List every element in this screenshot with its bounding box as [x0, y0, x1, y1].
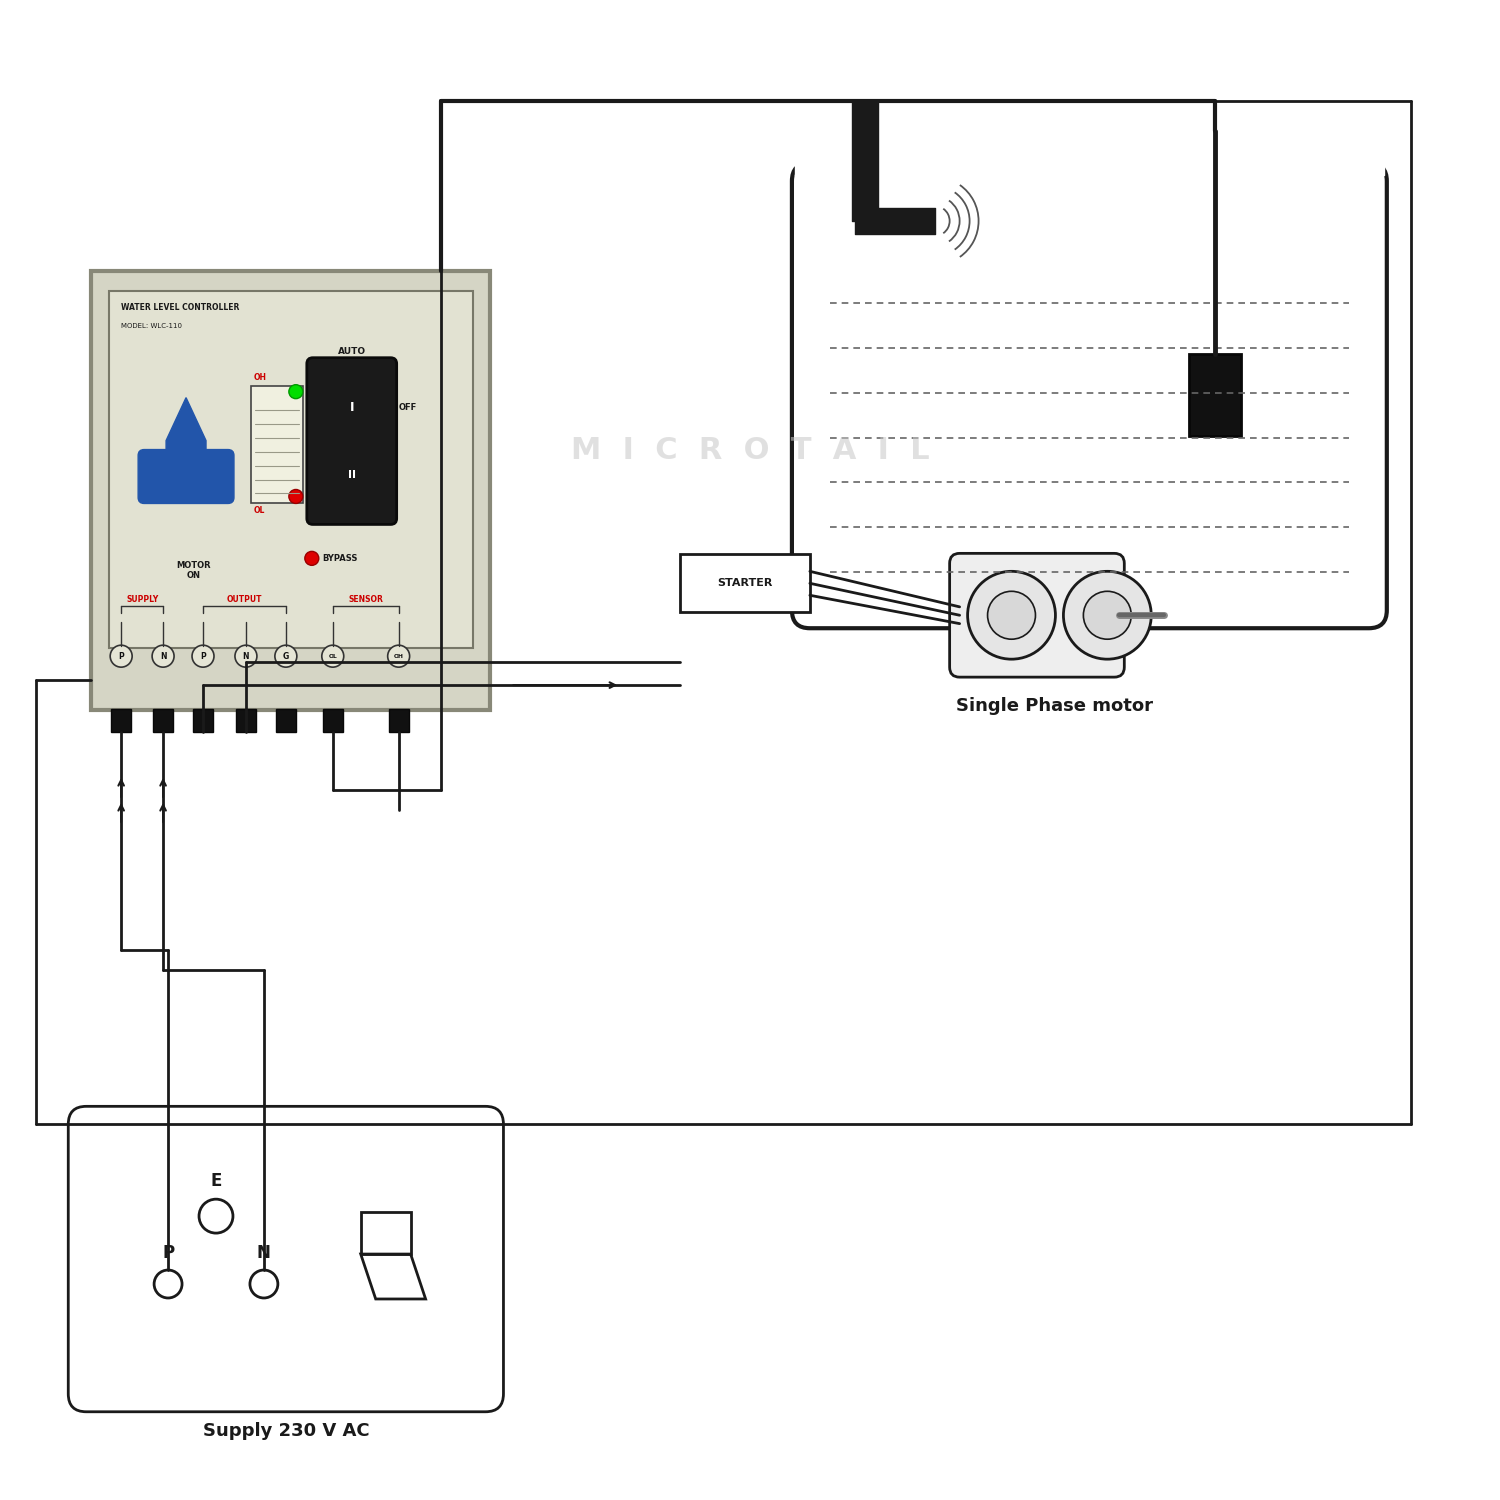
Text: M  I  C  R  O  T  A  I  L: M I C R O T A I L — [570, 436, 930, 465]
Bar — [111, 710, 130, 732]
Text: P: P — [200, 651, 206, 660]
Text: OFF: OFF — [399, 402, 417, 411]
Bar — [92, 272, 490, 710]
Circle shape — [1083, 591, 1131, 639]
Bar — [1190, 354, 1240, 435]
Circle shape — [1064, 572, 1152, 658]
Text: P: P — [162, 1244, 174, 1262]
Text: N: N — [256, 1244, 272, 1262]
FancyBboxPatch shape — [950, 554, 1125, 676]
Circle shape — [387, 645, 410, 668]
Circle shape — [322, 645, 344, 668]
Text: E: E — [210, 1172, 222, 1190]
Text: N: N — [243, 651, 249, 660]
PathPatch shape — [166, 398, 206, 456]
Bar — [251, 386, 303, 504]
Circle shape — [166, 435, 206, 476]
Text: P: P — [118, 651, 124, 660]
Bar — [360, 1212, 411, 1254]
Bar — [236, 710, 256, 732]
Text: G: G — [282, 651, 290, 660]
Bar — [153, 710, 173, 732]
Circle shape — [192, 645, 214, 668]
Text: II: II — [348, 470, 355, 480]
Text: OH: OH — [254, 372, 267, 381]
Circle shape — [987, 591, 1035, 639]
Text: AUTO: AUTO — [338, 346, 366, 355]
FancyBboxPatch shape — [308, 357, 396, 525]
Text: OL: OL — [328, 654, 338, 658]
Text: Supply 230 V AC: Supply 230 V AC — [202, 1422, 369, 1440]
Text: WATER LEVEL CONTROLLER: WATER LEVEL CONTROLLER — [122, 303, 240, 312]
Text: MODEL: WLC-110: MODEL: WLC-110 — [122, 322, 182, 328]
Text: OUTPUT: OUTPUT — [226, 596, 262, 604]
Circle shape — [304, 552, 320, 566]
Bar — [276, 710, 296, 732]
Text: STARTER: STARTER — [717, 579, 772, 588]
Bar — [322, 710, 344, 732]
Circle shape — [152, 645, 174, 668]
Circle shape — [274, 645, 297, 668]
Text: SUPPLY: SUPPLY — [126, 596, 159, 604]
Circle shape — [290, 384, 303, 399]
Text: Single Phase motor: Single Phase motor — [956, 698, 1154, 715]
Text: N: N — [160, 651, 166, 660]
Bar — [194, 710, 213, 732]
Circle shape — [968, 572, 1056, 658]
Text: OH: OH — [393, 654, 404, 658]
Text: I: I — [350, 400, 354, 414]
Bar — [388, 710, 408, 732]
Circle shape — [236, 645, 256, 668]
Text: MOTOR
ON: MOTOR ON — [177, 561, 212, 580]
Text: OL: OL — [254, 507, 266, 516]
Circle shape — [110, 645, 132, 668]
Bar — [110, 291, 472, 648]
FancyBboxPatch shape — [138, 450, 234, 504]
Text: BYPASS: BYPASS — [322, 554, 357, 562]
Bar — [680, 555, 810, 612]
Text: SENSOR: SENSOR — [348, 596, 382, 604]
Circle shape — [290, 489, 303, 504]
